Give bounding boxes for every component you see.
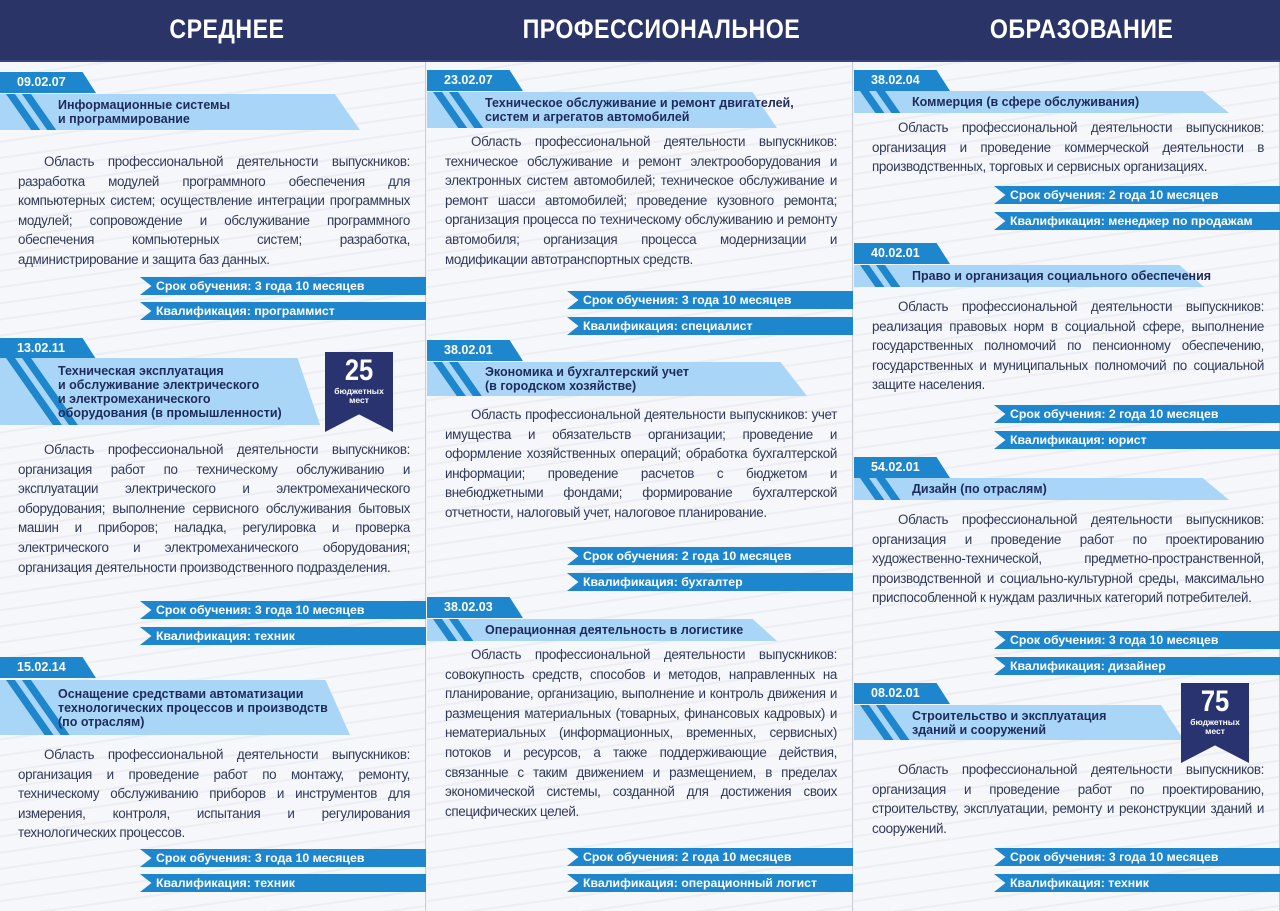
budget-places-number: 25	[344, 354, 374, 387]
duration-bar: Срок обучения: 2 года 10 месяцев	[994, 186, 1280, 204]
column-2: 23.02.07 Техническое обслуживание и ремо…	[427, 62, 853, 911]
column-1: 09.02.07 Информационные системы и програм…	[0, 62, 426, 911]
title-band	[427, 619, 777, 641]
program-title-line: технологических процессов и производств	[58, 700, 328, 715]
program-code: 38.02.01	[427, 340, 523, 361]
program-title-line: Техническое обслуживание и ремонт двигат…	[485, 96, 794, 110]
title-band	[854, 91, 1229, 113]
qualification-bar: Квалификация: бухгалтер	[567, 573, 853, 591]
duration-bar: Срок обучения: 3 года 10 месяцев	[140, 277, 426, 295]
duration-bar: Срок обучения: 2 года 10 месяцев	[567, 547, 853, 565]
program-title-line: Операционная деятельность в логистике	[485, 623, 744, 637]
duration-bar: Срок обучения: 3 года 10 месяцев	[567, 291, 853, 309]
program-title-line: Дизайн (по отраслям)	[912, 482, 1047, 496]
program-title: Коммерция (в сфере обслуживания)	[912, 95, 1139, 109]
program-title-line: Оснащение средствами автоматизации	[58, 686, 304, 701]
column-3: 38.02.04 Коммерция (в сфере обслуживания…	[854, 62, 1280, 911]
budget-places-badge: 75 бюджетных мест	[1181, 683, 1249, 763]
program-code: 54.02.01	[854, 457, 950, 478]
qualification-bar: Квалификация: менеджер по продажам	[994, 212, 1280, 230]
title-band	[0, 680, 350, 735]
qualification-bar: Квалификация: техник	[140, 627, 426, 645]
program-description: Область профессиональной деятельности вы…	[872, 762, 1264, 836]
budget-places-label: бюджетных мест	[1190, 717, 1240, 736]
header-title-1: СРЕДНЕЕ	[169, 14, 285, 44]
program-title: Информационные системы и программирование	[58, 98, 230, 126]
qualification-bar: Квалификация: техник	[994, 874, 1280, 892]
duration-bar: Срок обучения: 3 года 10 месяцев	[994, 848, 1280, 866]
program-description: Область профессиональной деятельности вы…	[18, 747, 410, 841]
program-title: Техническое обслуживание и ремонт двигат…	[485, 96, 794, 124]
qualification-bar: Квалификация: специалист	[567, 317, 853, 335]
program-title: Право и организация социального обеспече…	[912, 269, 1211, 283]
program-description: Область профессиональной деятельности вы…	[445, 134, 837, 267]
program-title-line: Строительство и эксплуатация	[912, 708, 1107, 723]
program-code: 38.02.03	[427, 597, 523, 618]
program-title-line: и обслуживание электрического	[58, 377, 260, 392]
program-title-line: Коммерция (в сфере обслуживания)	[912, 95, 1140, 109]
program-title-line: Право и организация социального обеспече…	[912, 269, 1212, 283]
program-title: Экономика и бухгалтерский учет (в городск…	[485, 365, 689, 393]
header: СРЕДНЕЕ ПРОФЕССИОНАЛЬНОЕ ОБРАЗОВАНИЕ	[0, 0, 1280, 62]
qualification-bar: Квалификация: программист	[140, 302, 426, 320]
program-title-line: (по отраслям)	[58, 714, 145, 729]
qualification-bar: Квалификация: юрист	[994, 431, 1280, 449]
header-title-2: ПРОФЕССИОНАЛЬНОЕ	[522, 14, 801, 44]
title-band	[427, 362, 807, 396]
duration-bar: Срок обучения: 3 года 10 месяцев	[140, 601, 426, 619]
program-code: 09.02.07	[0, 72, 96, 93]
program-code: 13.02.11	[0, 338, 96, 359]
budget-places-badge: 25 бюджетных мест	[325, 352, 393, 432]
budget-places-label: бюджетных мест	[334, 386, 384, 405]
program-code: 08.02.01	[854, 683, 950, 704]
program-title-line: и электромеханического	[58, 391, 211, 406]
title-band	[854, 705, 1184, 740]
program-title-line: зданий и сооружений	[912, 722, 1047, 737]
program-description: Область профессиональной деятельности вы…	[872, 120, 1264, 175]
duration-bar: Срок обучения: 3 года 10 месяцев	[994, 631, 1280, 649]
program-code: 23.02.07	[427, 70, 523, 91]
duration-bar: Срок обучения: 2 года 10 месяцев	[567, 848, 853, 866]
duration-bar: Срок обучения: 2 года 10 месяцев	[994, 405, 1280, 423]
program-title: Дизайн (по отраслям)	[912, 482, 1047, 496]
title-band	[854, 478, 1229, 500]
program-description: Область профессиональной деятельности вы…	[445, 407, 837, 520]
program-code: 38.02.04	[854, 70, 950, 91]
program-title-line: оборудования (в промышленности)	[58, 405, 282, 420]
qualification-bar: Квалификация: дизайнер	[994, 657, 1280, 675]
budget-places-number: 75	[1200, 685, 1230, 718]
program-title: Техническая эксплуатация и обслуживание э…	[58, 364, 282, 420]
program-title-line: Техническая эксплуатация	[58, 363, 224, 378]
program-title-line: Информационные системы	[58, 98, 231, 112]
program-description: Область профессиональной деятельности вы…	[445, 647, 837, 819]
program-title: Операционная деятельность в логистике	[485, 623, 743, 637]
program-description: Область профессиональной деятельности вы…	[18, 154, 410, 267]
title-band	[854, 265, 1204, 287]
program-description: Область профессиональной деятельности вы…	[872, 299, 1264, 393]
program-code: 15.02.14	[0, 657, 96, 678]
program-title-line: систем и агрегатов автомобилей	[485, 110, 690, 124]
title-band	[0, 358, 320, 425]
program-description: Область профессиональной деятельности вы…	[18, 442, 410, 575]
title-band	[0, 94, 360, 130]
program-title: Строительство и эксплуатация зданий и соо…	[912, 709, 1106, 737]
header-title-3: ОБРАЗОВАНИЕ	[989, 14, 1174, 44]
program-title: Оснащение средствами автоматизации технол…	[58, 687, 328, 729]
program-code: 40.02.01	[854, 243, 950, 264]
title-band	[427, 92, 777, 128]
program-description: Область профессиональной деятельности вы…	[872, 512, 1264, 606]
duration-bar: Срок обучения: 3 года 10 месяцев	[140, 849, 426, 867]
program-title-line: (в городском хозяйстве)	[485, 379, 637, 393]
program-title-line: Экономика и бухгалтерский учет	[485, 365, 689, 379]
qualification-bar: Квалификация: техник	[140, 874, 426, 892]
program-title-line: и программирование	[58, 112, 190, 126]
qualification-bar: Квалификация: операционный логист	[567, 874, 853, 892]
